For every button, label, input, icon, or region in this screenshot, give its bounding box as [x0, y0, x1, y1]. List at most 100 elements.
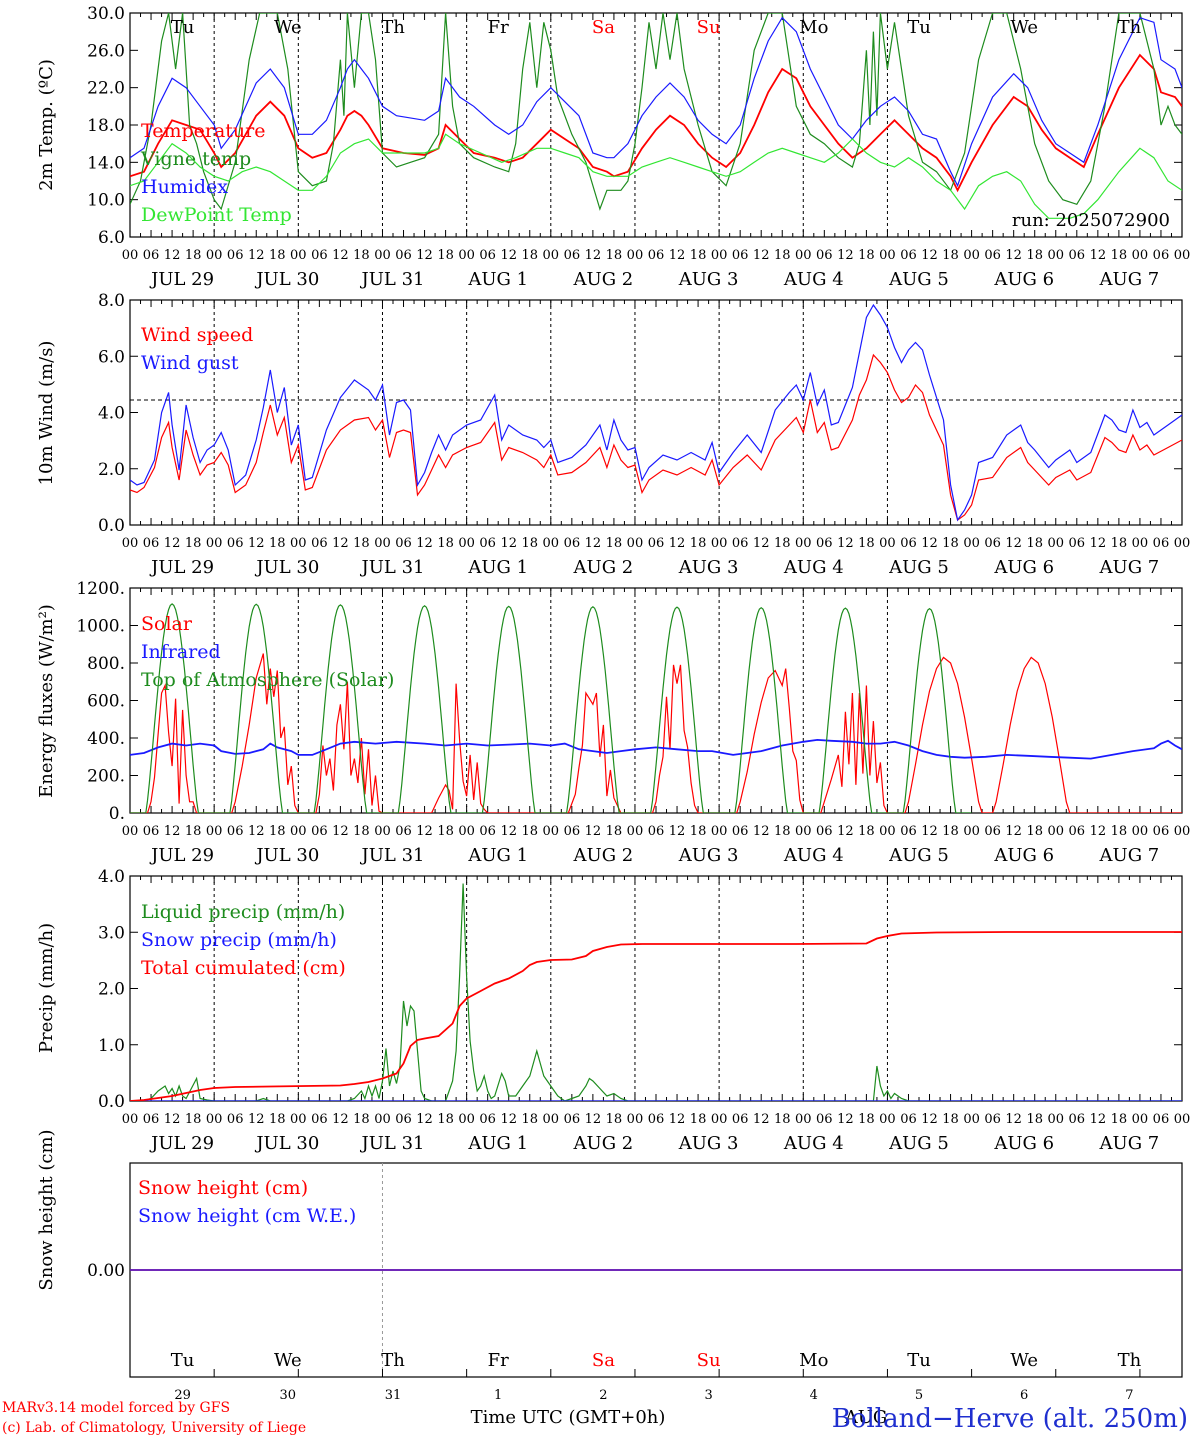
- run-label: run: 2025072900: [1012, 210, 1170, 231]
- series-line-solar: [130, 653, 1182, 813]
- hour-tick-label: 12: [837, 1112, 854, 1127]
- hour-tick-label: 06: [648, 824, 665, 839]
- y-axis-label: Energy fluxes (W/m²): [36, 604, 57, 798]
- y-tick-label: 14.0: [87, 153, 125, 173]
- hour-tick-label: 12: [332, 824, 349, 839]
- date-label: AUG 4: [783, 1133, 844, 1154]
- model-credit: MARv3.14 model forced by GFS: [2, 1400, 230, 1416]
- legend-entry: Infrared: [141, 641, 221, 663]
- hour-tick-label: 12: [837, 248, 854, 263]
- hour-tick-label: 00: [963, 1112, 980, 1127]
- hour-tick-label: 00: [1132, 824, 1149, 839]
- date-label: AUG 1: [467, 1133, 528, 1154]
- hour-tick-label: 06: [395, 536, 412, 551]
- hour-tick-label: 00: [290, 824, 307, 839]
- y-tick-label: 8.0: [98, 291, 125, 311]
- hour-tick-label: 18: [269, 248, 286, 263]
- hour-tick-label: 12: [164, 536, 181, 551]
- hour-tick-label: 00: [543, 824, 560, 839]
- hour-tick-label: 06: [1153, 1112, 1170, 1127]
- hour-tick-label: 12: [248, 1112, 265, 1127]
- legend-entry: Liquid precip (mm/h): [141, 901, 345, 923]
- date-label: AUG 3: [678, 269, 739, 290]
- hour-tick-label: 00: [458, 536, 475, 551]
- hour-tick-label: 06: [732, 536, 749, 551]
- hour-tick-label: 06: [816, 1112, 833, 1127]
- legend-entry: Vigne temp: [140, 148, 251, 170]
- hour-tick-label: 12: [500, 536, 517, 551]
- y-tick-label: 3.0: [98, 923, 125, 943]
- hour-tick-label: 06: [900, 248, 917, 263]
- hour-tick-label: 18: [1111, 824, 1128, 839]
- hour-tick-label: 06: [1153, 536, 1170, 551]
- hour-tick-label: 12: [669, 1112, 686, 1127]
- hour-tick-label: 12: [669, 536, 686, 551]
- hour-tick-label: 00: [374, 824, 391, 839]
- hour-tick-label: 00: [122, 1112, 139, 1127]
- hour-tick-label: 06: [479, 536, 496, 551]
- weekday-label: Sa: [592, 1350, 615, 1371]
- hour-tick-label: 18: [353, 248, 370, 263]
- series-group: [130, 303, 1182, 522]
- hour-tick-label: 00: [122, 824, 139, 839]
- hour-tick-label: 00: [290, 248, 307, 263]
- y-tick-label: 600.: [87, 692, 125, 712]
- hour-tick-label: 18: [606, 824, 623, 839]
- hour-tick-label: 12: [669, 824, 686, 839]
- date-label: AUG 6: [993, 1133, 1054, 1154]
- date-label: JUL 30: [254, 1133, 319, 1154]
- hour-tick-label: 18: [185, 1112, 202, 1127]
- hour-tick-label: 12: [753, 1112, 770, 1127]
- hour-tick-label: 06: [900, 824, 917, 839]
- hour-tick-label: 12: [1090, 1112, 1107, 1127]
- weekday-label: We: [1010, 17, 1038, 38]
- day-number-label: 4: [810, 1388, 818, 1403]
- hour-tick-label: 18: [858, 1112, 875, 1127]
- hour-tick-label: 12: [921, 824, 938, 839]
- hour-tick-label: 00: [206, 536, 223, 551]
- hour-tick-label: 18: [858, 248, 875, 263]
- hour-tick-label: 12: [1005, 248, 1022, 263]
- hour-tick-label: 06: [984, 824, 1001, 839]
- hour-tick-label: 00: [1174, 1112, 1191, 1127]
- hour-tick-label: 12: [837, 536, 854, 551]
- date-label: JUL 30: [254, 557, 319, 578]
- day-number-label: 31: [385, 1388, 402, 1403]
- date-label: AUG 7: [1099, 269, 1160, 290]
- hour-tick-label: 18: [690, 536, 707, 551]
- hour-tick-label: 00: [543, 536, 560, 551]
- y-tick-label: 400.: [87, 729, 125, 749]
- date-label: AUG 6: [993, 557, 1054, 578]
- hour-tick-label: 18: [1026, 248, 1043, 263]
- hour-tick-label: 12: [585, 1112, 602, 1127]
- y-axis-label: 10m Wind (m/s): [36, 341, 57, 486]
- weekday-label: Tu: [171, 1350, 195, 1371]
- hour-tick-label: 06: [479, 248, 496, 263]
- hour-tick-label: 12: [416, 1112, 433, 1127]
- hour-tick-label: 12: [332, 1112, 349, 1127]
- hour-tick-label: 06: [227, 248, 244, 263]
- hour-tick-label: 18: [606, 248, 623, 263]
- hour-tick-label: 12: [921, 1112, 938, 1127]
- hour-tick-label: 18: [353, 536, 370, 551]
- hour-tick-label: 06: [143, 248, 160, 263]
- hour-tick-label: 18: [185, 824, 202, 839]
- hour-tick-label: 12: [248, 824, 265, 839]
- hour-tick-label: 12: [164, 1112, 181, 1127]
- hour-tick-label: 12: [921, 248, 938, 263]
- day-number-label: 5: [915, 1388, 923, 1403]
- time-axis-title: Time UTC (GMT+0h): [471, 1407, 666, 1428]
- day-number-label: 6: [1020, 1388, 1028, 1403]
- hour-tick-label: 18: [858, 824, 875, 839]
- hour-tick-label: 18: [521, 248, 538, 263]
- hour-tick-label: 06: [1069, 248, 1086, 263]
- hour-tick-label: 06: [311, 1112, 328, 1127]
- hour-tick-label: 06: [564, 824, 581, 839]
- hour-tick-label: 12: [164, 248, 181, 263]
- x-axis-labels: 00 06 12 18 00 06 12 18 00 06 12 18 00 06 12 18 00 06 12 18…: [122, 824, 1191, 866]
- date-label: AUG 6: [993, 269, 1054, 290]
- y-tick-label: 200.: [87, 767, 125, 787]
- date-label: JUL 29: [149, 557, 214, 578]
- x-axis-labels: 00 06 12 18 00 06 12 18 00 06 12 18 00 06 12 18 00 06 12 18…: [122, 248, 1191, 290]
